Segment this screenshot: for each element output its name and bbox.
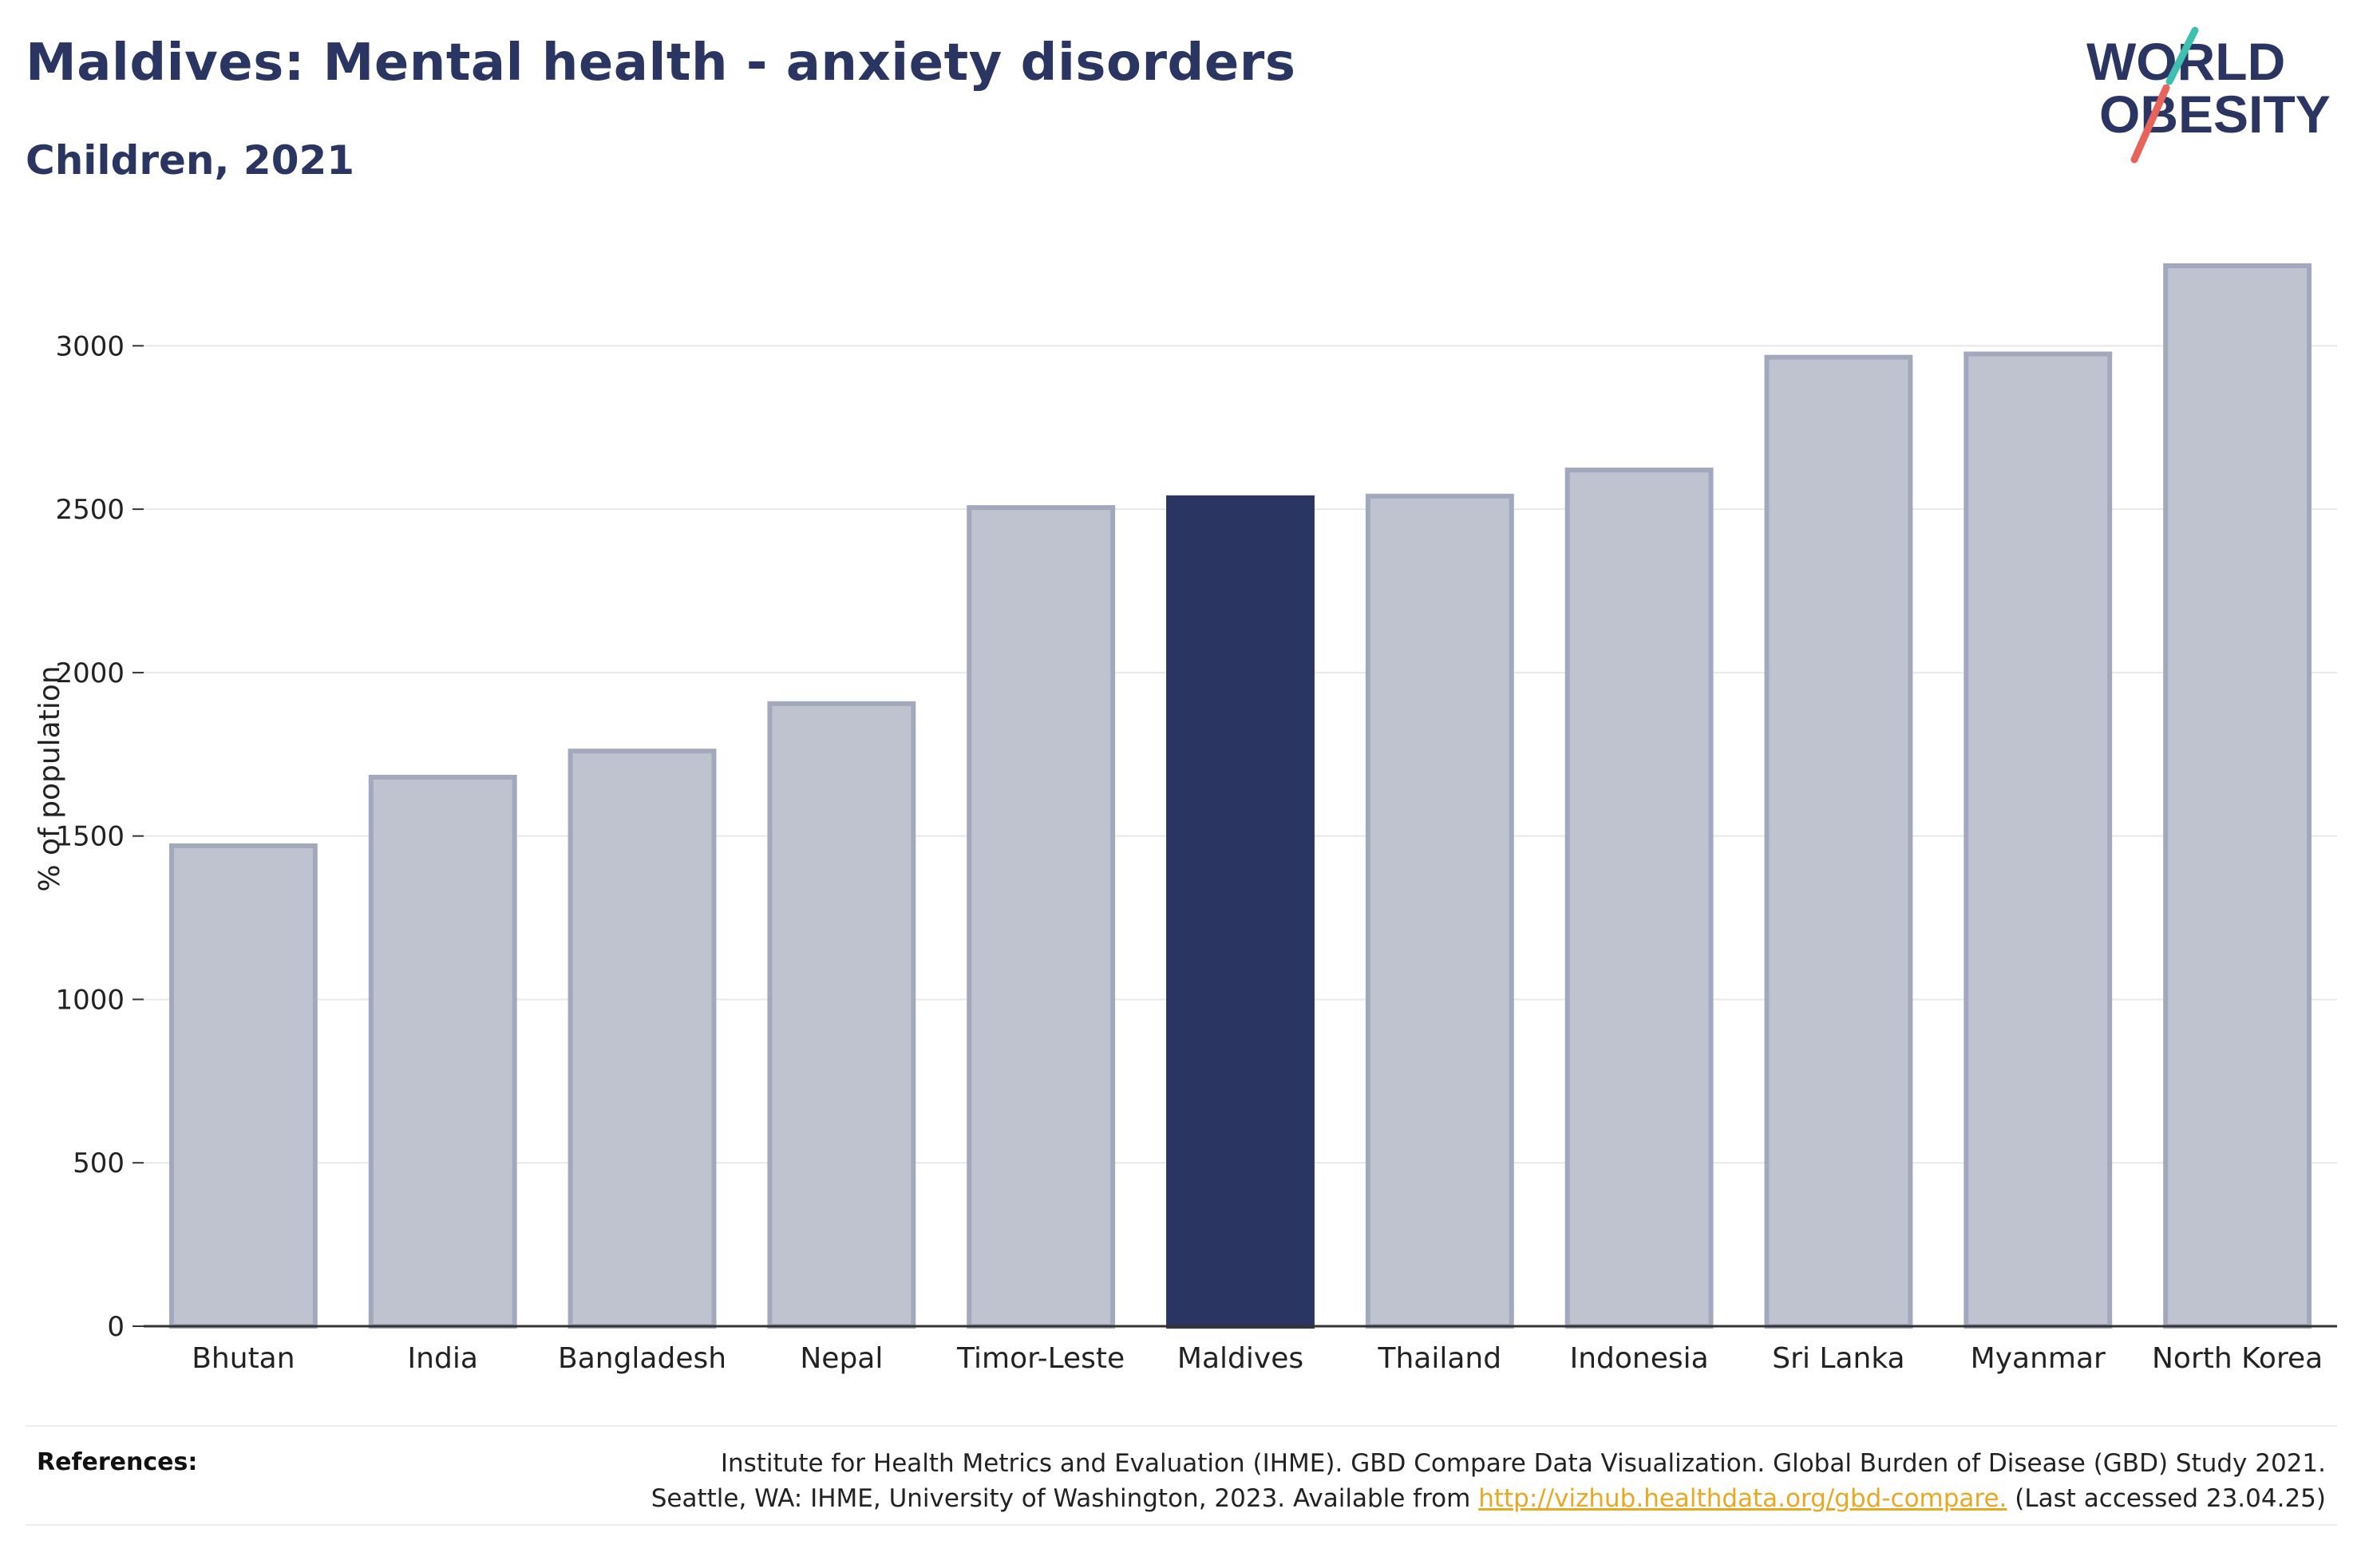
bar	[767, 701, 916, 1329]
bar	[1564, 467, 1714, 1329]
y-tick-label: 1500	[55, 821, 125, 853]
logo-slash-coral	[2130, 84, 2170, 164]
references-text: Institute for Health Metrics and Evaluat…	[651, 1446, 2326, 1516]
references-line-2-suffix: (Last accessed 23.04.25)	[2015, 1484, 2326, 1513]
x-tick-label: Bangladesh	[558, 1342, 726, 1375]
y-tick-label: 2500	[55, 494, 125, 526]
logo-slash-teal	[2165, 26, 2199, 85]
world-obesity-logo: WORLD OBESITY	[2086, 26, 2331, 164]
bar	[2163, 263, 2312, 1329]
logo-line-2: OBESITY	[2099, 85, 2331, 144]
x-tick-label: Maldives	[1177, 1342, 1303, 1375]
x-tick-label: Timor-Leste	[956, 1342, 1125, 1375]
bar	[1964, 351, 2113, 1329]
bar-highlight	[1166, 495, 1315, 1329]
x-tick-label: Indonesia	[1570, 1342, 1709, 1375]
references-line-1: Institute for Health Metrics and Evaluat…	[720, 1449, 2326, 1478]
x-tick-label: Sri Lanka	[1772, 1342, 1904, 1375]
y-tick-label: 1000	[55, 984, 125, 1016]
x-tick-label: Bhutan	[192, 1342, 295, 1375]
bar	[368, 774, 517, 1329]
references-link[interactable]: http://vizhub.healthdata.org/gbd-compare…	[1478, 1484, 2007, 1513]
bar-chart: 0 500 1000 1500 2000 2500 3000 % of population B…	[34, 263, 2337, 1375]
y-axis-title: % of population	[34, 666, 66, 891]
chart-subtitle: Children, 2021	[26, 137, 355, 184]
bar	[168, 843, 318, 1329]
x-tick-label: Thailand	[1378, 1342, 1502, 1375]
chart-title: Maldives: Mental health - anxiety disord…	[26, 34, 1296, 93]
x-tick-label: India	[408, 1342, 478, 1375]
references-label: References:	[37, 1448, 198, 1476]
bar	[568, 748, 717, 1329]
y-tick-label: 2000	[55, 658, 125, 689]
references-bottom-rule	[26, 1524, 2337, 1526]
x-tick-label: Nepal	[800, 1342, 883, 1375]
y-tick-label: 3000	[55, 330, 125, 362]
x-tick-label: Myanmar	[1971, 1342, 2106, 1375]
y-tick-label: 0	[107, 1311, 125, 1343]
bar	[967, 505, 1116, 1329]
references-line-2-prefix: Seattle, WA: IHME, University of Washing…	[651, 1484, 1471, 1513]
bar	[1764, 354, 1913, 1329]
references-top-rule	[26, 1425, 2337, 1427]
y-tick-label: 500	[73, 1147, 125, 1179]
references-line-2: Seattle, WA: IHME, University of Washing…	[651, 1481, 2326, 1516]
x-tick-label: North Korea	[2152, 1342, 2323, 1375]
bar	[1365, 493, 1514, 1329]
